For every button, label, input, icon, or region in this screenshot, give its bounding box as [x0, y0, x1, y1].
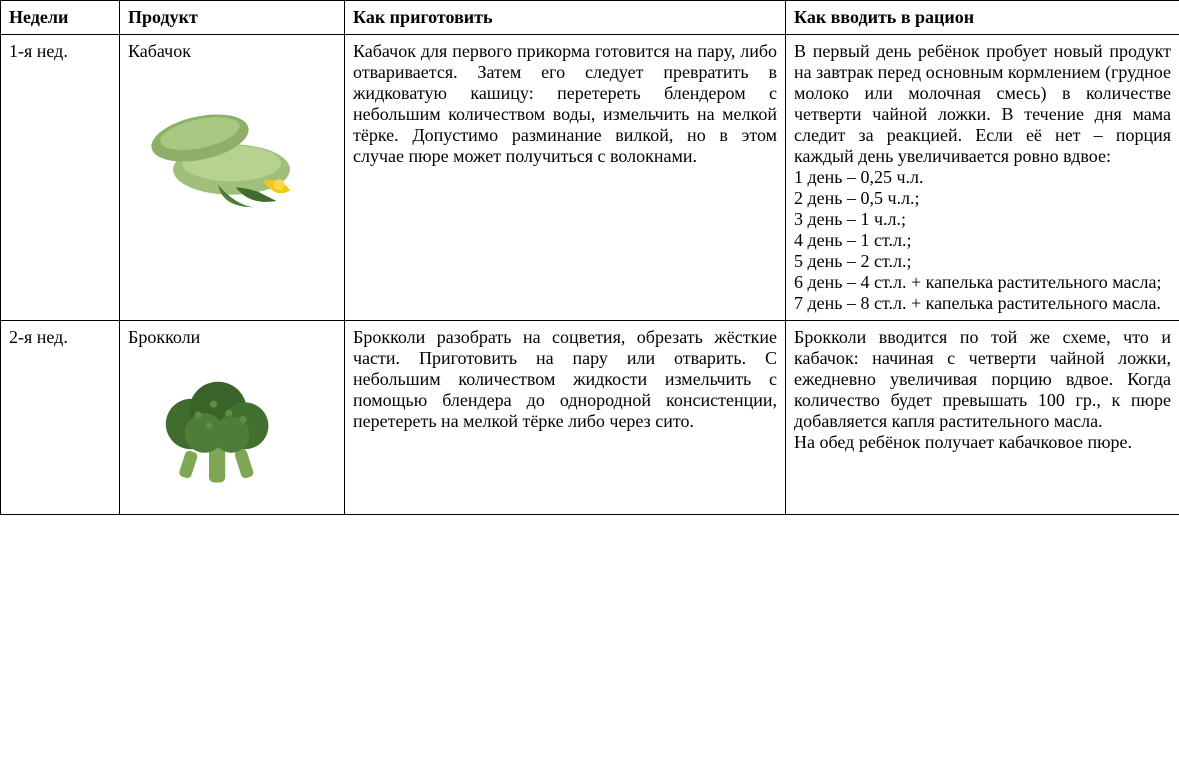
- table-header-row: Недели Продукт Как приготовить Как вводи…: [1, 1, 1179, 35]
- product-name: Брокколи: [128, 327, 336, 348]
- cell-intro: В первый день ребёнок пробует новый прод…: [786, 35, 1179, 321]
- col-header-week: Недели: [1, 1, 120, 35]
- intro-line: На обед ребёнок получает кабачковое пюре…: [794, 432, 1171, 453]
- broccoli-icon: [128, 358, 308, 508]
- cell-week: 1-я нед.: [1, 35, 120, 321]
- intro-schedule: 1 день – 0,25 ч.л. 2 день – 0,5 ч.л.; 3 …: [794, 167, 1171, 314]
- zucchini-icon: [128, 72, 308, 222]
- cell-cook: Кабачок для первого прикорма готовится н…: [345, 35, 786, 321]
- intro-line: 1 день – 0,25 ч.л.: [794, 167, 1171, 188]
- feeding-schedule-table: Недели Продукт Как приготовить Как вводи…: [0, 0, 1179, 515]
- cell-cook: Брокколи разобрать на соцветия, обрезать…: [345, 321, 786, 515]
- col-header-intro: Как вводить в рацион: [786, 1, 1179, 35]
- intro-line: 4 день – 1 ст.л.;: [794, 230, 1171, 251]
- cell-product: Кабачок: [120, 35, 345, 321]
- col-header-cook: Как приготовить: [345, 1, 786, 35]
- intro-line: 6 день – 4 ст.л. + капелька растительног…: [794, 272, 1171, 293]
- col-header-product: Продукт: [120, 1, 345, 35]
- intro-paragraph: В первый день ребёнок пробует новый прод…: [794, 41, 1171, 167]
- intro-line: 5 день – 2 ст.л.;: [794, 251, 1171, 272]
- table-row: 2-я нед. Брокколи Брокколи разобрать на …: [1, 321, 1179, 515]
- cell-intro: Брокколи вводится по той же схеме, что и…: [786, 321, 1179, 515]
- product-name: Кабачок: [128, 41, 336, 62]
- intro-schedule: На обед ребёнок получает кабачковое пюре…: [794, 432, 1171, 453]
- intro-line: 3 день – 1 ч.л.;: [794, 209, 1171, 230]
- table-row: 1-я нед. Кабачок Кабачок для первого при…: [1, 35, 1179, 321]
- intro-line: 7 день – 8 ст.л. + капелька растительног…: [794, 293, 1171, 314]
- intro-line: 2 день – 0,5 ч.л.;: [794, 188, 1171, 209]
- intro-paragraph: Брокколи вводится по той же схеме, что и…: [794, 327, 1171, 432]
- cell-product: Брокколи: [120, 321, 345, 515]
- cell-week: 2-я нед.: [1, 321, 120, 515]
